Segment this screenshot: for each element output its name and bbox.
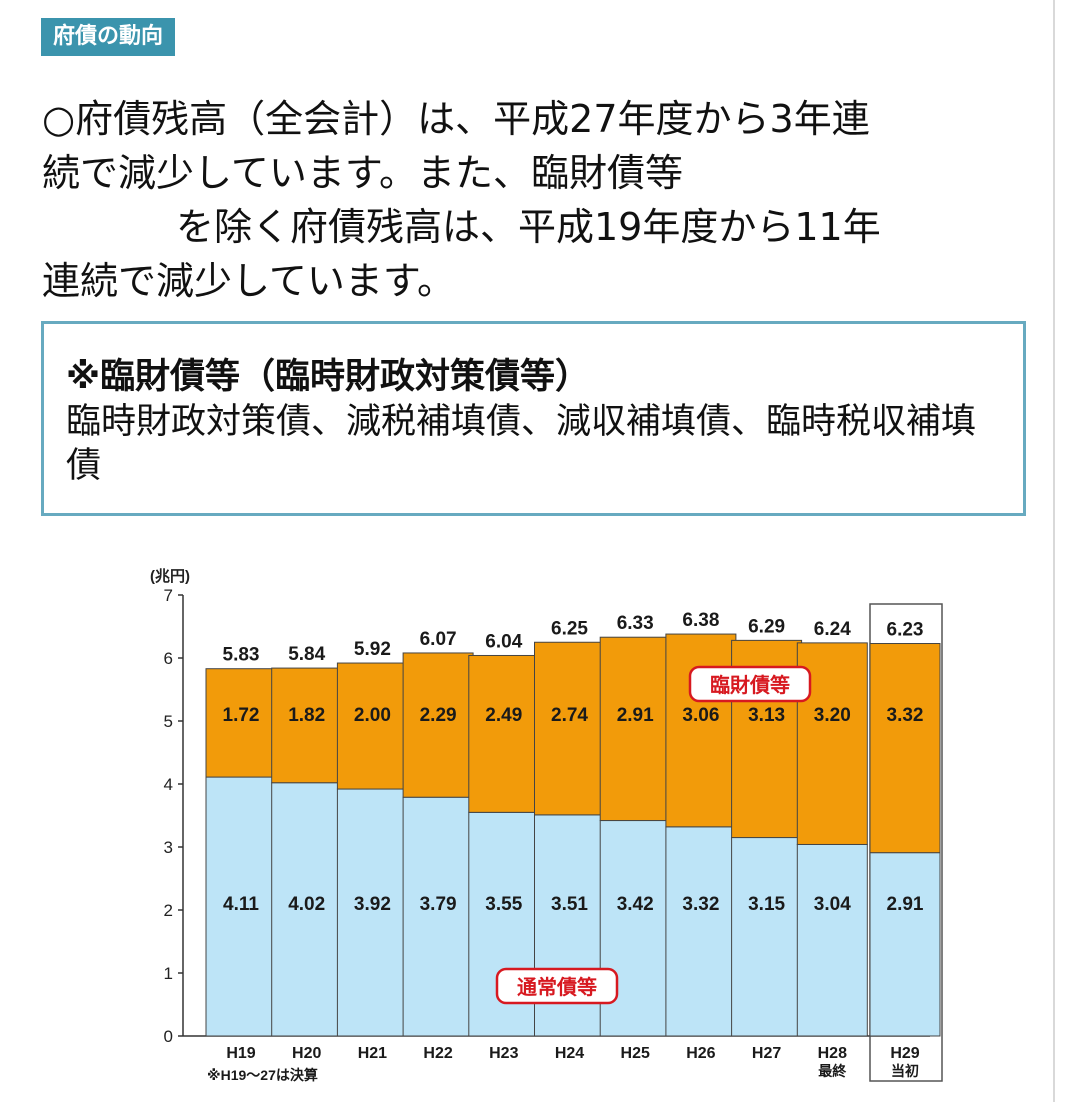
y-unit-label: (兆円) [150, 568, 190, 585]
total-label: 5.83 [223, 645, 260, 666]
bar-segment-normal [869, 852, 941, 1037]
data-label-normal: 3.51 [551, 894, 588, 915]
y-tick-label: 1 [164, 964, 173, 983]
data-label-rinzai: 3.13 [748, 705, 785, 726]
note-body: 臨時財政対策債、減税補填債、減収補填債、臨時税収補填債 [66, 402, 977, 486]
x-tick-label: H27 [752, 1045, 781, 1062]
data-label-normal: 2.91 [887, 894, 924, 915]
bar-segment-rinzai [599, 636, 671, 822]
bar-segment-rinzai [402, 652, 474, 798]
chart-footnote: ※H19～27は決算 [207, 1067, 318, 1083]
x-tick-label: H22 [423, 1045, 452, 1062]
bar-segment-normal [402, 796, 474, 1037]
data-label-normal: 3.15 [748, 894, 785, 915]
bar-segment-normal [271, 782, 343, 1037]
data-label-normal: 4.02 [288, 894, 325, 915]
total-label: 6.38 [682, 610, 719, 631]
total-label: 5.84 [288, 644, 325, 665]
y-tick-label: 0 [164, 1027, 173, 1046]
total-label: 6.25 [551, 618, 588, 639]
data-label-normal: 3.04 [814, 894, 851, 915]
data-label-rinzai: 2.91 [617, 705, 654, 726]
total-label: 6.04 [485, 631, 522, 652]
lead-line-3: を除く府債残高は、平成19年度から11年 [42, 200, 1017, 254]
legend-label-rinzai-frame [688, 665, 812, 703]
x-tick-label: H21 [358, 1045, 387, 1062]
bar-segment-normal [796, 843, 868, 1037]
data-label-rinzai: 3.06 [682, 705, 719, 726]
right-border-rule [1053, 0, 1055, 1102]
x-tick-label: H20 [292, 1045, 321, 1062]
lead-line-4: 連続で減少しています。 [42, 259, 456, 303]
data-label-normal: 4.11 [223, 894, 259, 915]
total-label: 6.24 [814, 619, 851, 640]
definition-note-box: ※臨財債等（臨時財政対策債等） 臨時財政対策債、減税補填債、減収補填債、臨時税収… [41, 321, 1026, 516]
data-label-normal: 3.55 [485, 894, 522, 915]
total-label: 6.07 [420, 629, 457, 650]
y-tick-label: 7 [164, 586, 173, 605]
lead-line-1: ○府債残高（全会計）は、平成27年度から3年連 [42, 97, 870, 141]
bar-segment-normal [336, 788, 408, 1037]
x-tick-sublabel: 最終 [818, 1063, 847, 1079]
y-tick-label: 5 [164, 712, 173, 731]
bar-segment-normal [665, 826, 737, 1037]
bar-segment-rinzai [534, 641, 605, 816]
bar-segment-rinzai [869, 643, 941, 854]
lead-text: ○府債残高（全会計）は、平成27年度から3年連 続で減少しています。また、臨財債… [42, 92, 1017, 308]
total-label: 6.23 [887, 620, 924, 641]
bar-segment-rinzai [468, 654, 540, 813]
x-tick-label: H24 [555, 1045, 584, 1062]
section-tag: 府債の動向 [41, 18, 176, 56]
x-tick-label: H23 [489, 1045, 518, 1062]
y-tick-label: 6 [164, 649, 173, 668]
bar-segment-rinzai [271, 667, 343, 784]
data-label-normal: 3.79 [420, 894, 457, 915]
data-label-normal: 3.42 [617, 894, 654, 915]
legend-label-normal-frame [495, 967, 619, 1005]
x-tick-label: H25 [621, 1045, 650, 1062]
data-label-rinzai: 3.20 [814, 705, 851, 726]
data-label-rinzai: 1.72 [223, 705, 260, 726]
bar-segment-rinzai [665, 633, 737, 828]
total-label: 6.29 [748, 616, 785, 637]
bar-segment-rinzai [205, 668, 277, 778]
data-label-rinzai: 2.00 [354, 705, 391, 726]
lead-line-2: 続で減少しています。また、臨財債等 [42, 151, 684, 195]
y-tick-label: 4 [164, 775, 173, 794]
data-label-normal: 3.92 [354, 894, 391, 915]
x-tick-label: H26 [686, 1045, 715, 1062]
x-tick-label: H19 [226, 1045, 255, 1062]
total-label: 5.92 [354, 639, 391, 660]
data-label-rinzai: 1.82 [288, 705, 325, 726]
note-title: ※臨財債等（臨時財政対策債等） [66, 357, 591, 397]
data-label-rinzai: 2.29 [420, 705, 457, 726]
bar-segment-normal [205, 776, 277, 1037]
x-tick-sublabel: 当初 [891, 1063, 919, 1079]
y-tick-label: 2 [164, 901, 173, 920]
x-tick-label: H28 [818, 1045, 847, 1062]
bar-segment-rinzai [336, 662, 408, 790]
legend-label-normal: 通常債等 [517, 975, 597, 999]
data-label-normal: 3.32 [682, 894, 719, 915]
total-label: 6.33 [617, 613, 654, 634]
bar-segment-normal [731, 837, 803, 1037]
x-tick-label: H29 [890, 1045, 919, 1062]
data-label-rinzai: 2.49 [485, 705, 522, 726]
data-label-rinzai: 3.32 [887, 705, 924, 726]
y-tick-label: 3 [164, 838, 173, 857]
legend-label-rinzai: 臨財債等 [710, 673, 790, 697]
data-label-rinzai: 2.74 [551, 705, 588, 726]
lead-line-3-text: を除く府債残高は、平成19年度から11年 [176, 205, 881, 249]
